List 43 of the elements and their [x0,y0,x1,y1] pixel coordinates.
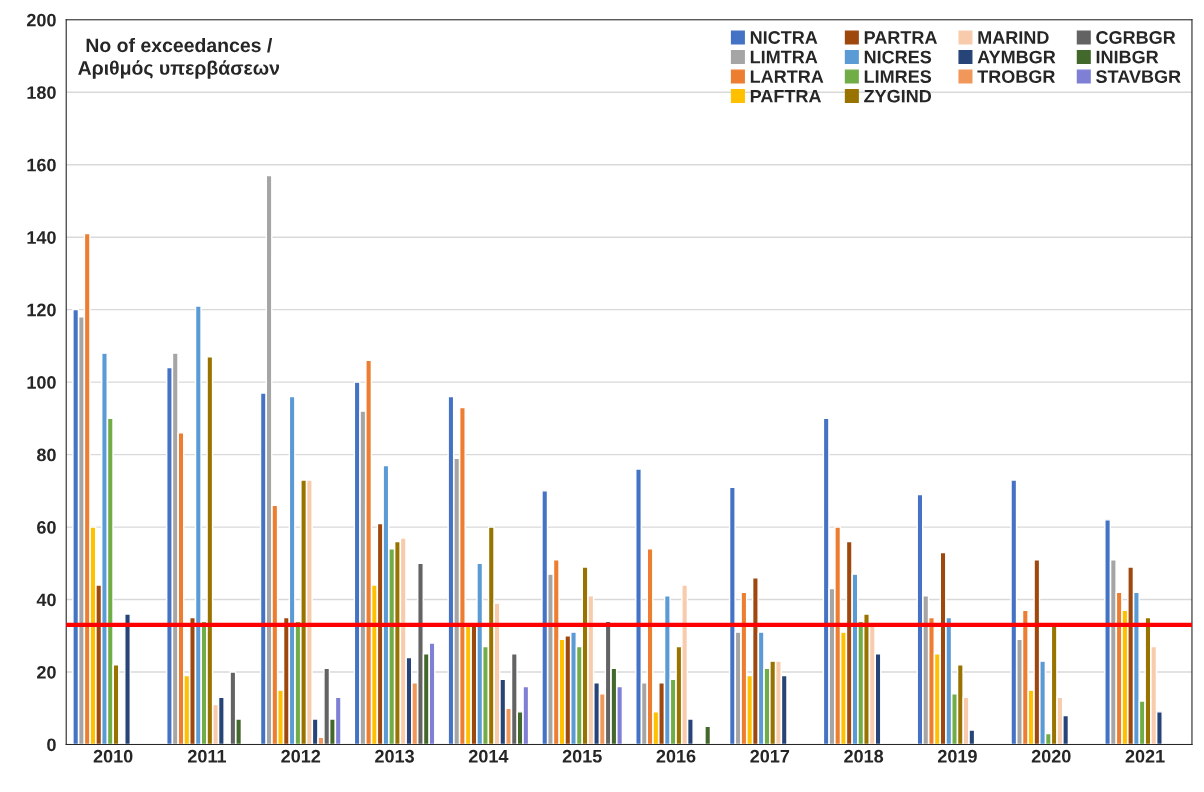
legend-label: PAFTRA [750,89,822,103]
legend-label: ZYGIND [864,89,932,103]
x-tick-label: 2021 [1125,749,1165,763]
bar [541,490,549,745]
legend-label: PARTRA [864,31,937,44]
y-tick-label: 120 [27,303,56,317]
y-tick-label: 40 [36,593,56,607]
legend-label: NICTRA [750,31,818,44]
y-tick-label: 0 [47,738,56,752]
x-tick-label: 2014 [468,749,509,763]
x-tick-label: 2015 [562,749,602,763]
legend-label: LIMRES [864,70,932,83]
x-tick-label: 2016 [656,749,696,763]
legend-label: CGRBGR [1096,31,1176,44]
x-tick-label: 2010 [93,749,133,763]
legend-label: TROBGR [977,70,1056,83]
y-tick-label: 180 [27,86,56,99]
y-tick-label: 100 [27,376,56,389]
legend-label: NICRES [864,50,932,64]
text: No of exceedances / Αριθμός υπερβάσεων [78,37,280,79]
x-tick-label: 2020 [1031,749,1071,763]
x-tick-label: 2019 [937,749,977,763]
x-tick-label: 2013 [375,749,414,763]
legend-label: STAVBGR [1096,70,1181,83]
legend-label: AYMBGR [977,50,1056,64]
y-tick-label: 20 [37,665,56,679]
y-tick-label: 80 [36,448,56,462]
bar [124,613,131,745]
x-tick-label: 2011 [187,749,227,763]
x-tick-label: 2012 [281,749,321,763]
legend-label: MARIND [978,31,1049,44]
bar [704,725,712,745]
x-tick-label: 2017 [750,749,790,763]
bar [1010,479,1018,745]
legend-label: INIBGR [1096,50,1159,64]
y-tick-label: 200 [27,13,56,27]
x-tick-label: 2018 [844,749,884,763]
y-tick-label: 60 [37,521,56,534]
bar [728,486,736,745]
legend-label: LARTRA [750,70,824,83]
legend-label: LIMTRA [750,50,818,64]
y-tick-label: 140 [27,231,56,244]
y-tick-label: 160 [27,158,56,172]
